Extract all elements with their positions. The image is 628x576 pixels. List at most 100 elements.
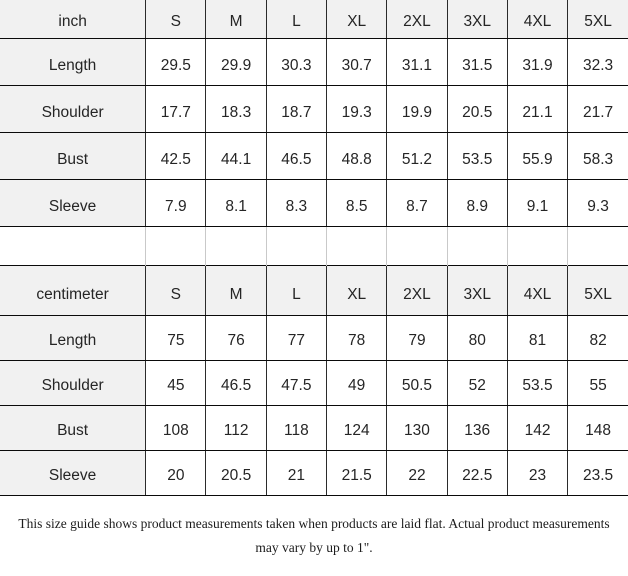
spacer-cell — [567, 226, 628, 265]
size-header-cell: 3XL — [446, 264, 508, 316]
measurement-value-cell: 17.7 — [145, 84, 207, 133]
measurement-value-cell: 46.5 — [205, 359, 267, 406]
measurement-value-cell: 52 — [446, 359, 508, 406]
measurement-value-cell: 55.9 — [506, 131, 569, 180]
measurement-value-cell: 50.5 — [386, 359, 448, 406]
measurement-value-cell: 81 — [506, 314, 569, 361]
measurement-value-cell: 8.1 — [205, 178, 267, 227]
inch-shoulder-row: Shoulder 17.7 18.3 18.7 19.3 19.9 20.5 2… — [0, 84, 628, 133]
measurement-value-cell: 46.5 — [265, 131, 328, 180]
measurement-value-cell: 20.5 — [446, 84, 508, 133]
measurement-label-cell: Sleeve — [0, 449, 147, 496]
measurement-value-cell: 18.7 — [265, 84, 328, 133]
unit-label-inch: inch — [0, 0, 147, 39]
size-header-cell: XL — [326, 264, 388, 316]
size-header-cell: S — [145, 264, 207, 316]
measurement-label-cell: Length — [0, 37, 147, 86]
measurement-value-cell: 45 — [145, 359, 207, 406]
measurement-value-cell: 30.3 — [265, 37, 328, 86]
size-header-cell: S — [145, 0, 207, 39]
measurement-value-cell: 82 — [567, 314, 628, 361]
inch-length-row: Length 29.5 29.9 30.3 30.7 31.1 31.5 31.… — [0, 37, 628, 86]
size-header-cell: 3XL — [446, 0, 508, 39]
measurement-value-cell: 31.1 — [386, 37, 448, 86]
inch-bust-row: Bust 42.5 44.1 46.5 48.8 51.2 53.5 55.9 … — [0, 131, 628, 180]
measurement-value-cell: 8.3 — [265, 178, 328, 227]
measurement-value-cell: 29.9 — [205, 37, 267, 86]
measurement-value-cell: 78 — [326, 314, 388, 361]
measurement-value-cell: 21.1 — [506, 84, 569, 133]
measurement-value-cell: 20.5 — [205, 449, 267, 496]
measurement-label-cell: Sleeve — [0, 178, 147, 227]
size-header-cell: 2XL — [386, 0, 448, 39]
measurement-value-cell: 8.5 — [326, 178, 388, 227]
cm-length-row: Length 75 76 77 78 79 80 81 82 — [0, 314, 628, 361]
spacer-row — [0, 226, 628, 265]
measurement-value-cell: 19.3 — [326, 84, 388, 133]
size-header-cell: 5XL — [567, 0, 628, 39]
measurement-value-cell: 112 — [205, 404, 267, 451]
measurement-label-cell: Bust — [0, 404, 147, 451]
measurement-value-cell: 49 — [326, 359, 388, 406]
size-header-cell: 4XL — [506, 264, 569, 316]
measurement-value-cell: 8.7 — [386, 178, 448, 227]
size-header-cell: M — [205, 0, 267, 39]
measurement-value-cell: 79 — [386, 314, 448, 361]
size-header-cell: 4XL — [506, 0, 569, 39]
size-header-cell: 2XL — [386, 264, 448, 316]
measurement-value-cell: 31.9 — [506, 37, 569, 86]
size-header-cell: M — [205, 264, 267, 316]
spacer-cell — [326, 226, 388, 265]
measurement-value-cell: 47.5 — [265, 359, 328, 406]
measurement-value-cell: 30.7 — [326, 37, 388, 86]
measurement-label-cell: Shoulder — [0, 359, 147, 406]
spacer-cell — [265, 226, 328, 265]
measurement-value-cell: 77 — [265, 314, 328, 361]
measurement-value-cell: 22.5 — [446, 449, 508, 496]
spacer-cell — [145, 226, 207, 265]
spacer-cell — [446, 226, 508, 265]
measurement-value-cell: 76 — [205, 314, 267, 361]
measurement-value-cell: 51.2 — [386, 131, 448, 180]
inch-header-row: inch S M L XL 2XL 3XL 4XL 5XL — [0, 0, 628, 39]
spacer-cell — [386, 226, 448, 265]
inch-sleeve-row: Sleeve 7.9 8.1 8.3 8.5 8.7 8.9 9.1 9.3 — [0, 178, 628, 227]
footer-note-line1: This size guide shows product measuremen… — [18, 515, 610, 531]
measurement-label-cell: Length — [0, 314, 147, 361]
measurement-value-cell: 9.1 — [506, 178, 569, 227]
measurement-value-cell: 124 — [326, 404, 388, 451]
measurement-value-cell: 53.5 — [446, 131, 508, 180]
footer-note: This size guide shows product measuremen… — [0, 512, 628, 560]
measurement-value-cell: 7.9 — [145, 178, 207, 227]
measurement-value-cell: 8.9 — [446, 178, 508, 227]
measurement-value-cell: 20 — [145, 449, 207, 496]
measurement-label-cell: Bust — [0, 131, 147, 180]
measurement-value-cell: 118 — [265, 404, 328, 451]
measurement-value-cell: 48.8 — [326, 131, 388, 180]
measurement-value-cell: 29.5 — [145, 37, 207, 86]
measurement-value-cell: 142 — [506, 404, 569, 451]
measurement-value-cell: 21.5 — [326, 449, 388, 496]
measurement-value-cell: 42.5 — [145, 131, 207, 180]
measurement-value-cell: 75 — [145, 314, 207, 361]
cm-sleeve-row: Sleeve 20 20.5 21 21.5 22 22.5 23 23.5 — [0, 449, 628, 496]
measurement-value-cell: 19.9 — [386, 84, 448, 133]
size-header-cell: L — [265, 0, 328, 39]
cm-bust-row: Bust 108 112 118 124 130 136 142 148 — [0, 404, 628, 451]
size-chart-table: inch S M L XL 2XL 3XL 4XL 5XL Length 29.… — [0, 0, 628, 496]
measurement-value-cell: 31.5 — [446, 37, 508, 86]
measurement-value-cell: 53.5 — [506, 359, 569, 406]
size-header-cell: L — [265, 264, 328, 316]
spacer-cell — [0, 226, 147, 265]
measurement-value-cell: 23 — [506, 449, 569, 496]
measurement-value-cell: 22 — [386, 449, 448, 496]
measurement-value-cell: 148 — [567, 404, 628, 451]
measurement-value-cell: 32.3 — [567, 37, 628, 86]
measurement-value-cell: 21 — [265, 449, 328, 496]
spacer-cell — [205, 226, 267, 265]
measurement-value-cell: 23.5 — [567, 449, 628, 496]
unit-label-centimeter: centimeter — [0, 264, 147, 316]
measurement-value-cell: 9.3 — [567, 178, 628, 227]
cm-shoulder-row: Shoulder 45 46.5 47.5 49 50.5 52 53.5 55 — [0, 359, 628, 406]
measurement-value-cell: 80 — [446, 314, 508, 361]
